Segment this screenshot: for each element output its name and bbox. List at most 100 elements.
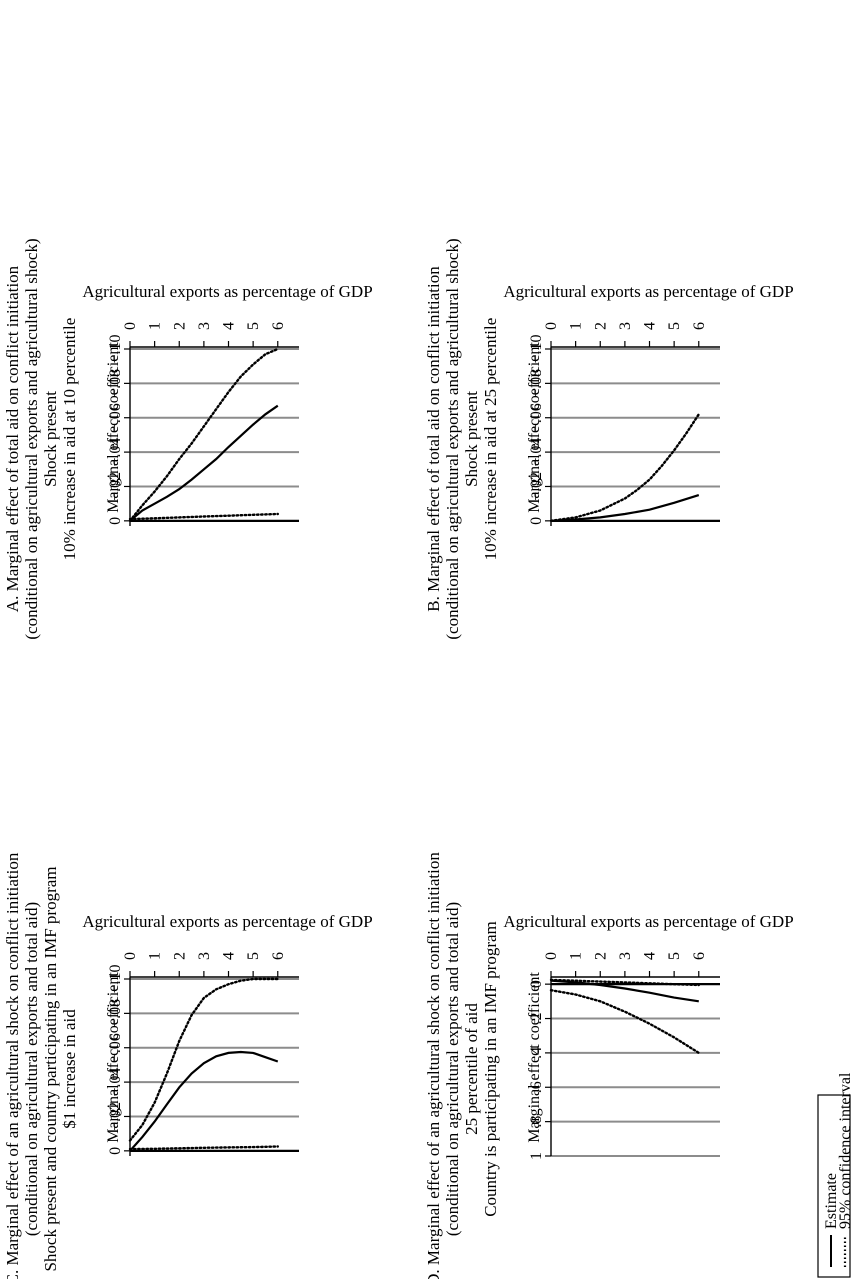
panel-c-series-ci (128, 1145, 279, 1151)
panel-d-title-line-2: (conditional on agricultural exports and… (443, 902, 462, 1236)
panel-a-y-axis-label: Marginal effect coefficient (105, 342, 122, 513)
panel-c-x-tick-label: 1 (147, 952, 164, 960)
panel-c-x-tick-label: 4 (221, 952, 238, 960)
panel-d-title: D. Marginal effect of an agricultural sh… (424, 852, 500, 1279)
panel-c-title-line-4: $1 increase in aid (60, 1009, 79, 1129)
panel-a-y-tick-label: −.02 (107, 472, 124, 501)
panel-d: D. Marginal effect of an agricultural sh… (424, 852, 794, 1279)
panel-b-title-line-4: 10% increase in aid at 25 percentile (481, 318, 500, 561)
panel-b-y-tick-label: −.04 (528, 438, 545, 467)
legend-estimate-label: Estimate (823, 1173, 840, 1229)
panel-c-series-ci (128, 977, 279, 1142)
panel-c-x-tick-label: 5 (245, 952, 262, 960)
panel-a-title-line-2: (conditional on agricultural exports and… (22, 238, 41, 639)
panel-a-y-tick-label: 0 (107, 517, 124, 525)
panel-b-x-axis-label: Agricultural exports as percentage of GD… (503, 282, 793, 301)
legend: Estimate 95% confidence interval (817, 1072, 853, 1278)
panel-a-x-tick-label: 0 (122, 322, 139, 330)
panel-b-title: B. Marginal effect of total aid on confl… (424, 238, 500, 639)
panel-b-series-ci (549, 413, 700, 522)
panel-b-plot-area: 0−.02−.04−.06−.08−.100 1 2 3 4 5 6 (528, 322, 720, 526)
panel-b-title-line-2: (conditional on agricultural exports and… (443, 238, 462, 639)
panel-b-y-tick-label: −.10 (528, 334, 545, 363)
panel-d-series-estimate (550, 979, 699, 1003)
legend-box (817, 1094, 851, 1278)
panel-d-y-tick-label: .2 (528, 1013, 545, 1025)
panel-c-title-line-2: (conditional on agricultural exports and… (22, 902, 41, 1236)
panel-d-x-axis-label: Agricultural exports as percentage of GD… (503, 912, 793, 931)
panel-d-x-tick-label: 4 (642, 952, 659, 960)
legend-ci-label: 95% confidence interval (837, 1072, 853, 1229)
panel-d-y-axis-label: Marginal effect coefficient (526, 972, 543, 1143)
panel-d-x-tick-label: 6 (691, 952, 708, 960)
panel-b-x-tick-label: 1 (568, 322, 585, 330)
panel-a-plot-area: 0−.02−.04−.06−.08−.100 1 2 3 4 5 6 (107, 322, 299, 526)
panel-b-x-tick-label: 5 (666, 322, 683, 330)
panel-c-title-line-1: C. Marginal effect of an agricultural sh… (3, 852, 22, 1279)
panel-c-x-tick-label: 6 (270, 952, 287, 960)
panel-a-y-tick-label: −.04 (107, 438, 124, 467)
panel-b-title-line-3: Shock present (462, 391, 481, 487)
panel-c-x-tick-label: 3 (196, 952, 213, 960)
panel-b-x-tick-label: 6 (691, 322, 708, 330)
panel-c-y-axis-label: Marginal effect coefficient (105, 972, 122, 1143)
panel-a-title: A. Marginal effect of total aid on confl… (3, 238, 79, 639)
panel-d-title-line-3: 25 percentile of aid (462, 1003, 481, 1135)
panel-a-series-ci (128, 512, 279, 521)
panel-a-series-estimate (129, 404, 279, 522)
panel-a-x-tick-label: 3 (196, 322, 213, 330)
panel-d-x-tick-label: 0 (543, 952, 560, 960)
panel-c-x-axis-label: Agricultural exports as percentage of GD… (82, 912, 372, 931)
panel-c-x-tick-label: 0 (122, 952, 139, 960)
panel-b-y-tick-label: −.06 (528, 403, 545, 432)
panel-c-title-line-3: Shock present and country participating … (41, 866, 60, 1271)
panel-d-series-ci (549, 978, 700, 987)
panel-d-y-tick-label: .6 (528, 1081, 545, 1093)
panel-d-x-tick-label: 3 (617, 952, 634, 960)
panel-a-x-tick-label: 6 (270, 322, 287, 330)
panel-a: A. Marginal effect of total aid on confl… (3, 238, 373, 639)
panel-d-plot-area: 0.2.4.6.810 1 2 3 4 5 6 (528, 952, 720, 1160)
panel-d-y-tick-label: .4 (528, 1047, 545, 1059)
panel-b-x-tick-label: 0 (543, 322, 560, 330)
panel-b-y-tick-label: −.02 (528, 472, 545, 501)
panel-b-x-tick-label: 3 (617, 322, 634, 330)
panel-b-x-tick-label: 2 (592, 322, 609, 330)
panel-d-x-tick-label: 2 (592, 952, 609, 960)
panel-c-x-tick-label: 2 (171, 952, 188, 960)
panel-a-title-line-4: 10% increase in aid at 10 percentile (60, 318, 79, 561)
panel-c-y-tick-label: −.02 (107, 1102, 124, 1131)
panel-c-title: C. Marginal effect of an agricultural sh… (3, 852, 79, 1279)
panel-a-series-ci (128, 347, 279, 522)
panel-d-title-line-4: Country is participating in an IMF progr… (481, 921, 500, 1217)
panel-a-x-tick-label: 5 (245, 322, 262, 330)
panel-c-y-tick-label: −.10 (107, 964, 124, 993)
panel-c-series-estimate (129, 1050, 279, 1152)
panel-a-x-tick-label: 1 (147, 322, 164, 330)
panel-a-title-line-3: Shock present (41, 391, 60, 487)
panel-d-y-tick-label: 0 (528, 980, 545, 988)
panel-a-x-axis-label: Agricultural exports as percentage of GD… (82, 282, 372, 301)
panel-d-y-tick-label: .8 (528, 1116, 545, 1128)
panel-a-y-tick-label: −.06 (107, 403, 124, 432)
panel-b-series-estimate (550, 494, 700, 522)
panel-d-x-tick-label: 5 (666, 952, 683, 960)
panel-c-y-tick-label: 0 (107, 1147, 124, 1155)
panel-a-x-tick-label: 2 (171, 322, 188, 330)
panel-c: C. Marginal effect of an agricultural sh… (3, 852, 373, 1279)
panel-d-series-ci (549, 989, 700, 1055)
panel-c-y-tick-label: −.06 (107, 1033, 124, 1062)
panel-b-x-tick-label: 4 (642, 322, 659, 330)
panel-b-y-tick-label: −.08 (528, 369, 545, 398)
panel-c-y-tick-label: −.08 (107, 999, 124, 1028)
panel-a-x-tick-label: 4 (221, 322, 238, 330)
figure-rotated-group: A. Marginal effect of total aid on confl… (3, 238, 853, 1279)
panel-b-y-axis-label: Marginal effect coefficient (526, 342, 543, 513)
panel-a-title-line-1: A. Marginal effect of total aid on confl… (3, 265, 22, 612)
panel-d-x-tick-label: 1 (568, 952, 585, 960)
panel-d-title-line-1: D. Marginal effect of an agricultural sh… (424, 852, 443, 1279)
panel-b-y-tick-label: 0 (528, 517, 545, 525)
panel-c-y-tick-label: −.04 (107, 1068, 124, 1097)
panel-a-y-tick-label: −.10 (107, 334, 124, 363)
